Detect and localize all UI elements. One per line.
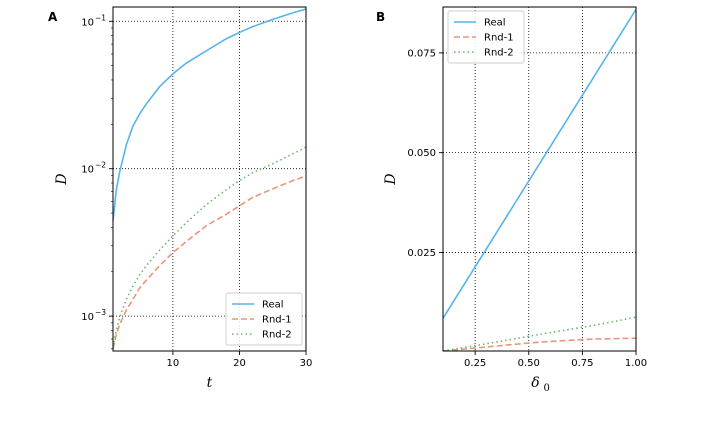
series-line-rnd-2 [443,316,636,351]
x-tick-label: 20 [233,358,246,369]
x-tick-label: 0.25 [464,358,486,369]
x-tick-label: 30 [300,358,313,369]
panel-label: B [376,10,385,24]
legend-label: Real [484,18,506,29]
y-tick-label: 0.050 [407,148,436,159]
legend-label: Real [262,300,284,311]
y-tick-label: 10 [81,312,94,323]
y-tick-exponent: −3 [95,308,106,317]
legend-label: Rnd-1 [262,315,292,326]
series-line-rnd-1 [113,175,306,350]
y-axis-label: D [383,173,399,185]
legend: Real Rnd-1 Rnd-2 [225,292,303,346]
y-tick-label: 0.075 [407,48,436,59]
x-axis-label-subscript: 0 [544,383,550,394]
series-line-real [443,8,636,319]
x-axis-label: t [207,375,213,391]
y-tick-exponent: −1 [95,13,106,22]
legend-label: Rnd-1 [484,33,514,44]
series-line-real [113,8,306,222]
panel-label: A [48,10,58,24]
legend: Real Rnd-1 Rnd-2 [447,10,525,64]
x-axis-label: δ [531,375,539,391]
plot-frame [112,6,307,352]
y-axis-label: D [54,173,70,185]
y-tick-exponent: −2 [95,161,106,170]
x-tick-label: 0.50 [518,358,540,369]
legend-label: Rnd-2 [484,48,514,59]
plot-frame [442,6,637,352]
legend-label: Rnd-2 [262,330,292,341]
x-tick-label: 1.00 [625,358,647,369]
legend-box [225,292,303,346]
y-tick-label: 0.025 [407,248,436,259]
x-tick-label: 10 [167,358,180,369]
series-line-rnd-1 [443,337,636,351]
y-tick-label: 10 [81,165,94,176]
legend-box [447,10,525,64]
x-tick-label: 0.75 [571,358,593,369]
y-tick-label: 10 [81,17,94,28]
